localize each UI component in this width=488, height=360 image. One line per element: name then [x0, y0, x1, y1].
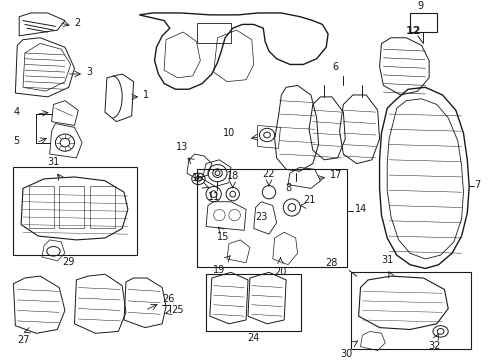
- Text: 14: 14: [354, 204, 366, 214]
- Bar: [196, 23, 230, 44]
- Text: 16: 16: [191, 173, 203, 183]
- Text: 27: 27: [17, 335, 30, 345]
- Text: 19: 19: [212, 265, 224, 275]
- Text: 24: 24: [247, 333, 260, 343]
- Text: 23: 23: [255, 212, 267, 222]
- Text: 9: 9: [417, 1, 423, 11]
- Text: 29: 29: [62, 257, 75, 267]
- Text: 8: 8: [285, 183, 290, 193]
- Text: 31: 31: [48, 157, 60, 167]
- Bar: [409, 13, 436, 32]
- Text: 7: 7: [473, 180, 479, 190]
- Text: 20: 20: [274, 266, 286, 276]
- Text: 22: 22: [262, 169, 275, 179]
- Text: 15: 15: [217, 232, 229, 242]
- Text: 30: 30: [340, 348, 352, 359]
- Text: 17: 17: [329, 170, 342, 180]
- Text: 31: 31: [381, 255, 393, 265]
- Text: 26: 26: [162, 294, 174, 304]
- Bar: [196, 169, 346, 266]
- Bar: [205, 274, 301, 332]
- Bar: [90, 186, 114, 229]
- Text: 25: 25: [171, 305, 184, 315]
- Text: 11: 11: [207, 192, 219, 202]
- Bar: [14, 167, 137, 255]
- Text: 13: 13: [175, 142, 187, 152]
- Bar: [59, 186, 84, 229]
- Text: 21: 21: [303, 195, 315, 205]
- Text: 2: 2: [74, 18, 81, 28]
- Bar: [350, 272, 470, 348]
- Text: 12: 12: [406, 26, 421, 36]
- Text: 4: 4: [14, 107, 20, 117]
- Text: 6: 6: [332, 62, 338, 72]
- Text: 18: 18: [226, 171, 238, 181]
- Bar: [29, 186, 53, 229]
- Text: 1: 1: [143, 90, 149, 100]
- Text: 32: 32: [428, 341, 440, 351]
- Text: 10: 10: [223, 128, 235, 138]
- Text: 28: 28: [325, 258, 337, 269]
- Text: 5: 5: [14, 136, 20, 146]
- Text: 3: 3: [86, 67, 92, 77]
